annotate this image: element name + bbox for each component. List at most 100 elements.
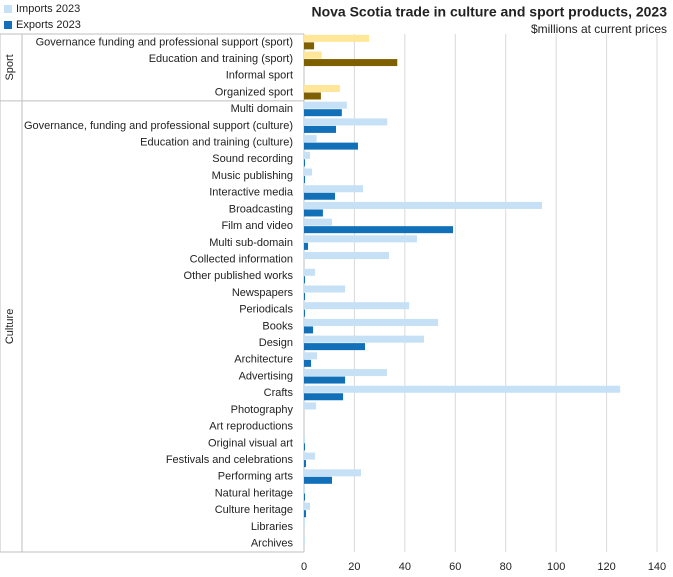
bar <box>304 502 311 510</box>
y-tick-label: Interactive media <box>209 187 294 199</box>
y-tick-label: Broadcasting <box>229 203 293 215</box>
bar <box>304 359 312 367</box>
bar <box>304 268 316 276</box>
bar <box>304 92 321 100</box>
bar <box>304 135 317 143</box>
bar <box>304 510 307 518</box>
bar <box>304 276 306 284</box>
y-tick-label: Architecture <box>234 354 293 366</box>
y-tick-label: Natural heritage <box>215 487 293 499</box>
bar <box>304 51 322 59</box>
bar <box>304 209 323 217</box>
y-tick-label: Crafts <box>264 387 294 399</box>
bar <box>304 519 306 527</box>
bar <box>304 493 306 501</box>
bar <box>304 385 621 393</box>
group-label: Culture <box>4 309 16 344</box>
bar <box>304 159 306 167</box>
y-tick-label: Organized sport <box>215 86 293 98</box>
bar <box>304 293 306 300</box>
y-tick-label: Performing arts <box>218 471 294 483</box>
bar <box>304 125 337 133</box>
bar <box>304 376 346 384</box>
bar <box>304 252 389 260</box>
y-tick-label: Newspapers <box>232 287 294 299</box>
y-tick-label: Original visual art <box>208 437 293 449</box>
y-tick-label: Books <box>262 320 293 332</box>
bar <box>304 192 336 200</box>
bar <box>304 101 347 109</box>
x-tick-label: 140 <box>648 561 666 573</box>
chart-subtitle: $millions at current prices <box>531 22 667 36</box>
x-tick-label: 60 <box>449 561 461 573</box>
y-tick-label: Art reproductions <box>209 421 293 433</box>
y-tick-label: Multi sub-domain <box>209 237 293 249</box>
bar <box>304 176 306 184</box>
bar <box>304 435 306 443</box>
bar <box>304 369 387 377</box>
bar <box>304 242 309 250</box>
bar <box>304 42 315 50</box>
y-tick-label: Informal sport <box>226 70 293 82</box>
x-tick-label: 0 <box>301 561 307 573</box>
bar <box>304 352 318 360</box>
y-tick-label: Music publishing <box>212 170 293 182</box>
bar <box>304 118 388 126</box>
y-tick-label: Film and video <box>221 220 293 232</box>
bar <box>304 452 316 460</box>
bar <box>304 309 306 317</box>
legend-swatch <box>4 21 12 29</box>
bar <box>304 34 370 42</box>
bar <box>304 151 311 159</box>
bar <box>304 302 410 310</box>
x-tick-label: 20 <box>348 561 360 573</box>
y-tick-label: Education and training (culture) <box>140 137 293 149</box>
y-tick-label: Collected information <box>190 253 293 265</box>
legend-swatch <box>4 5 12 13</box>
chart-title: Nova Scotia trade in culture and sport p… <box>311 4 667 20</box>
bar <box>304 476 332 484</box>
bar <box>304 59 398 67</box>
y-tick-label: Archives <box>251 538 294 550</box>
x-tick-label: 80 <box>500 561 512 573</box>
y-tick-label: Festivals and celebrations <box>166 454 294 466</box>
y-tick-label: Design <box>259 337 293 349</box>
group-label: Sport <box>4 54 16 80</box>
bar <box>304 536 306 544</box>
bar <box>304 343 366 351</box>
bar <box>304 168 313 176</box>
bar <box>304 460 307 468</box>
y-tick-label: Advertising <box>239 370 293 382</box>
bar <box>304 218 332 226</box>
bar <box>304 185 364 193</box>
y-tick-label: Libraries <box>251 521 294 533</box>
bar <box>304 226 454 234</box>
y-tick-label: Photography <box>231 404 294 416</box>
bar <box>304 84 341 92</box>
y-tick-label: Multi domain <box>231 103 293 115</box>
y-tick-label: Culture heritage <box>215 504 293 516</box>
bar <box>304 335 425 343</box>
y-tick-label: Governance, funding and professional sup… <box>24 120 293 132</box>
bar <box>304 486 306 494</box>
bar <box>304 142 358 150</box>
bar <box>304 109 342 117</box>
bar <box>304 285 346 293</box>
y-tick-label: Education and training (sport) <box>149 53 293 65</box>
x-tick-label: 40 <box>399 561 411 573</box>
y-tick-label: Other published works <box>184 270 294 282</box>
bar <box>304 326 314 334</box>
bar <box>304 402 317 410</box>
y-tick-label: Periodicals <box>239 304 293 316</box>
legend-label: Imports 2023 <box>16 3 80 15</box>
bar <box>304 393 344 401</box>
x-tick-label: 120 <box>597 561 615 573</box>
x-tick-label: 100 <box>547 561 565 573</box>
bar <box>304 201 543 209</box>
legend-label: Exports 2023 <box>16 19 81 31</box>
y-tick-label: Governance funding and professional supp… <box>36 36 293 48</box>
bar <box>304 235 417 243</box>
bar <box>304 469 361 477</box>
bar <box>304 318 439 326</box>
